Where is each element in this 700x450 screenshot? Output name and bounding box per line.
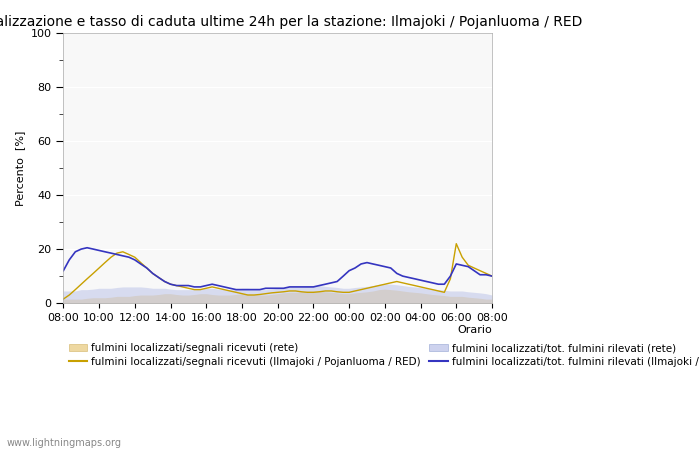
Legend: fulmini localizzati/segnali ricevuti (rete), fulmini localizzati/segnali ricevut: fulmini localizzati/segnali ricevuti (re…	[69, 343, 700, 367]
Text: Orario: Orario	[457, 325, 492, 335]
Text: www.lightningmaps.org: www.lightningmaps.org	[7, 438, 122, 448]
Y-axis label: Percento  [%]: Percento [%]	[15, 130, 25, 206]
Title: Localizzazione e tasso di caduta ultime 24h per la stazione: Ilmajoki / Pojanluo: Localizzazione e tasso di caduta ultime …	[0, 15, 583, 29]
